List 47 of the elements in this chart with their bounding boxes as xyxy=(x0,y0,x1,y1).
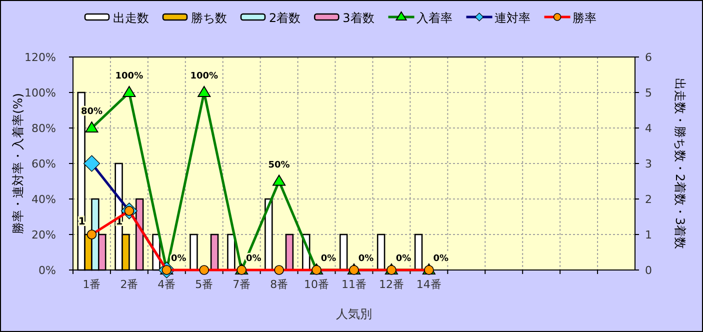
y2-axis-title: 出走数・勝ち数・2着数・3着数 xyxy=(673,78,687,250)
y-tick-label: 80% xyxy=(32,122,56,135)
data-label: 0% xyxy=(433,254,449,264)
data-label: 0% xyxy=(171,254,186,264)
legend-label: 連対率 xyxy=(494,11,530,25)
data-label: 0% xyxy=(320,254,336,264)
x-tick-label: 5番 xyxy=(195,278,214,291)
legend-label: 勝率 xyxy=(572,11,596,25)
y-tick-label: 60% xyxy=(32,158,56,170)
legend-label: 2着数 xyxy=(269,11,301,25)
x-tick-label: 4番 xyxy=(158,278,176,291)
bar xyxy=(376,234,386,271)
data-label: 100% xyxy=(115,72,144,82)
y-tick-label: 0% xyxy=(38,264,56,277)
y-tick-label: 120% xyxy=(24,51,56,64)
y-tick-label: 40% xyxy=(32,193,56,206)
data-label: 0% xyxy=(358,254,374,264)
data-label: 50% xyxy=(268,160,290,170)
x-tick-label: 10番 xyxy=(304,278,330,291)
y-axis-title: 勝率・連対率・入着率(%) xyxy=(11,93,25,234)
data-label: 0% xyxy=(246,254,262,264)
y-tick-label: 20% xyxy=(32,228,56,242)
x-tick-label: 7番 xyxy=(232,278,251,291)
x-tick-label: 14番 xyxy=(416,278,442,291)
x-tick-label: 2番 xyxy=(120,278,138,291)
legend-label: 出走数 xyxy=(113,11,149,25)
y2-tick-label: 2 xyxy=(645,193,652,206)
y2-tick-label: 1 xyxy=(645,228,652,242)
x-tick-label: 11番 xyxy=(342,278,366,291)
legend-label: 入着率 xyxy=(416,11,452,25)
y2-tick-label: 0 xyxy=(645,264,652,277)
x-tick-label: 8番 xyxy=(270,278,288,291)
x-axis-title: 人気別 xyxy=(336,307,372,321)
x-tick-label: 1番 xyxy=(82,278,101,291)
data-label: 0% xyxy=(396,254,412,264)
bar xyxy=(285,234,294,271)
legend-label: 3着数 xyxy=(342,11,374,25)
y2-tick-label: 6 xyxy=(645,51,652,64)
y2-tick-label: 5 xyxy=(645,86,652,100)
y2-tick-label: 4 xyxy=(645,122,652,135)
legend-label: 勝ち数 xyxy=(191,11,227,25)
x-tick-label: 12番 xyxy=(378,278,404,291)
data-label: 100% xyxy=(190,72,218,82)
y-tick-label: 100% xyxy=(24,86,56,100)
bar xyxy=(414,234,423,271)
bar xyxy=(339,234,348,271)
y2-tick-label: 3 xyxy=(645,158,652,170)
